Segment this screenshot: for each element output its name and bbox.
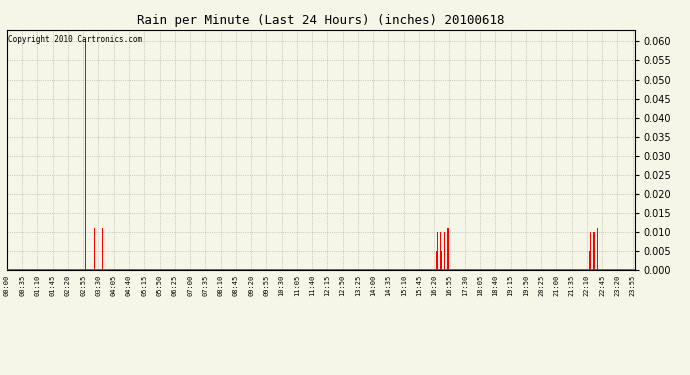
- Title: Rain per Minute (Last 24 Hours) (inches) 20100618: Rain per Minute (Last 24 Hours) (inches)…: [137, 15, 504, 27]
- Text: Copyright 2010 Cartronics.com: Copyright 2010 Cartronics.com: [8, 35, 142, 44]
